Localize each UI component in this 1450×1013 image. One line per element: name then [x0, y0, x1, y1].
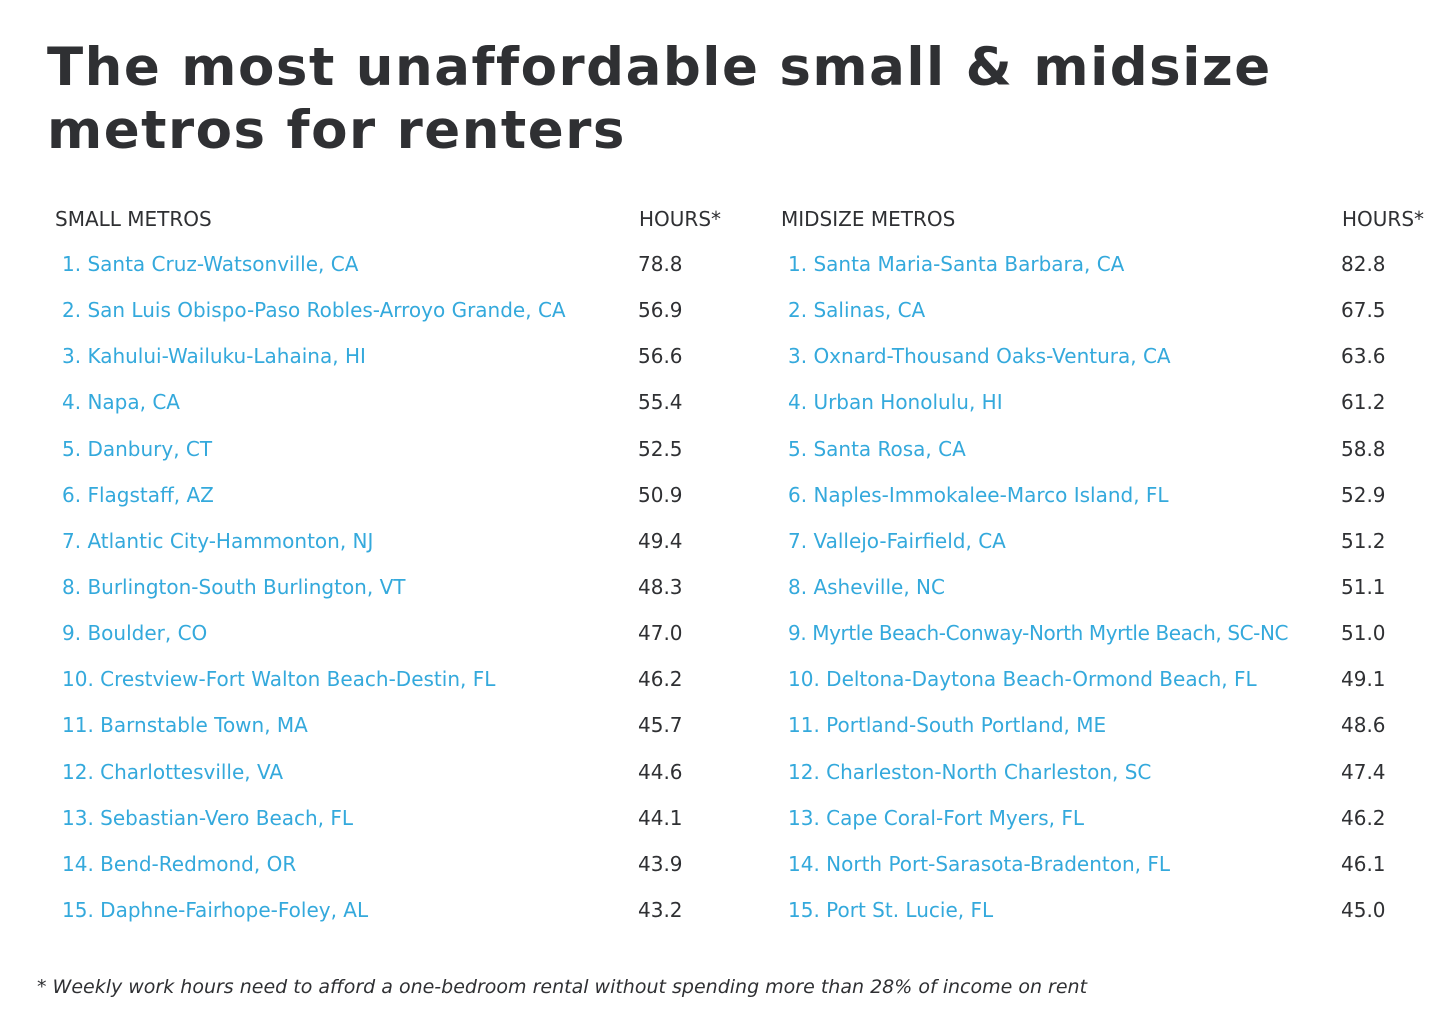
hours-value: 55.4: [638, 390, 683, 415]
table-row: 1. Santa Cruz-Watsonville, CA 78.8: [62, 241, 702, 287]
hours-value: 67.5: [1341, 298, 1386, 323]
metro-link[interactable]: 8. Asheville, NC: [788, 574, 945, 599]
metro-link[interactable]: 7. Vallejo-Fairfield, CA: [788, 528, 1006, 553]
small-hours-header: HOURS*: [639, 207, 722, 231]
metro-link[interactable]: 14. North Port-Sarasota-Bradenton, FL: [788, 851, 1171, 876]
table-row: 3. Kahului-Wailuku-Lahaina, HI 56.6: [62, 333, 702, 379]
hours-value: 48.3: [638, 574, 683, 599]
metro-link[interactable]: 3. Kahului-Wailuku-Lahaina, HI: [62, 344, 366, 369]
hours-value: 51.0: [1341, 621, 1386, 646]
metro-link[interactable]: 3. Oxnard-Thousand Oaks-Ventura, CA: [788, 344, 1171, 369]
table-row: 2. San Luis Obispo-Paso Robles-Arroyo Gr…: [62, 287, 702, 333]
metro-link[interactable]: 6. Naples-Immokalee-Marco Island, FL: [788, 482, 1169, 507]
table-row: 8. Burlington-South Burlington, VT 48.3: [62, 564, 702, 610]
hours-value: 44.6: [638, 759, 683, 784]
hours-value: 48.6: [1341, 713, 1386, 738]
hours-value: 43.2: [638, 897, 683, 922]
hours-value: 51.1: [1341, 574, 1386, 599]
table-row: 4. Napa, CA 55.4: [62, 379, 702, 425]
table-row: 15. Port St. Lucie, FL 45.0: [788, 887, 1408, 933]
table-row: 3. Oxnard-Thousand Oaks-Ventura, CA 63.6: [788, 333, 1408, 379]
hours-value: 46.2: [638, 667, 683, 692]
table-row: 14. North Port-Sarasota-Bradenton, FL 46.…: [788, 841, 1408, 887]
hours-value: 58.8: [1341, 436, 1386, 461]
table-row: 2. Salinas, CA 67.5: [788, 287, 1408, 333]
hours-value: 52.5: [638, 436, 683, 461]
metro-link[interactable]: 4. Urban Honolulu, HI: [788, 390, 1003, 415]
metro-link[interactable]: 9. Myrtle Beach-Conway-North Myrtle Beac…: [788, 621, 1289, 646]
table-row: 9. Boulder, CO 47.0: [62, 610, 702, 656]
metro-link[interactable]: 12. Charlottesville, VA: [62, 759, 284, 784]
table-row: 10. Crestview-Fort Walton Beach-Destin, …: [62, 656, 702, 702]
page-title: The most unaffordable small & midsize me…: [47, 37, 1272, 161]
metro-link[interactable]: 12. Charleston-North Charleston, SC: [788, 759, 1152, 784]
metro-link[interactable]: 7. Atlantic City-Hammonton, NJ: [62, 528, 374, 553]
hours-value: 82.8: [1341, 252, 1386, 276]
midsize-metros-header: MIDSIZE METROS: [781, 207, 956, 231]
table-row: 12. Charlottesville, VA 44.6: [62, 749, 702, 795]
metro-link[interactable]: 6. Flagstaff, AZ: [62, 482, 214, 507]
table-row: 6. Flagstaff, AZ 50.9: [62, 472, 702, 518]
hours-value: 51.2: [1341, 528, 1386, 553]
metro-link[interactable]: 5. Santa Rosa, CA: [788, 436, 966, 461]
hours-value: 49.4: [638, 528, 683, 553]
table-row: 8. Asheville, NC 51.1: [788, 564, 1408, 610]
metro-link[interactable]: 5. Danbury, CT: [62, 436, 213, 461]
hours-value: 52.9: [1341, 482, 1386, 507]
metro-link[interactable]: 1. Santa Maria-Santa Barbara, CA: [788, 252, 1125, 276]
midsize-hours-header: HOURS*: [1342, 207, 1425, 231]
metro-link[interactable]: 15. Port St. Lucie, FL: [788, 897, 994, 922]
metro-link[interactable]: 11. Portland-South Portland, ME: [788, 713, 1107, 738]
hours-value: 61.2: [1341, 390, 1386, 415]
hours-value: 45.7: [638, 713, 683, 738]
table-row: 11. Portland-South Portland, ME 48.6: [788, 702, 1408, 748]
metro-link[interactable]: 1. Santa Cruz-Watsonville, CA: [62, 252, 359, 276]
metro-link[interactable]: 2. San Luis Obispo-Paso Robles-Arroyo Gr…: [62, 298, 566, 323]
table-row: 5. Danbury, CT 52.5: [62, 426, 702, 472]
hours-value: 47.4: [1341, 759, 1386, 784]
hours-value: 45.0: [1341, 897, 1386, 922]
metro-link[interactable]: 10. Deltona-Daytona Beach-Ormond Beach, …: [788, 667, 1257, 692]
hours-value: 63.6: [1341, 344, 1386, 369]
hours-value: 46.1: [1341, 851, 1386, 876]
table-row: 15. Daphne-Fairhope-Foley, AL 43.2: [62, 887, 702, 933]
midsize-metros-list: 1. Santa Maria-Santa Barbara, CA 82.8 2. …: [788, 241, 1408, 933]
small-metros-list: 1. Santa Cruz-Watsonville, CA 78.8 2. San…: [62, 241, 702, 933]
small-metros-header: SMALL METROS: [55, 207, 212, 231]
hours-value: 50.9: [638, 482, 683, 507]
footnote: * Weekly work hours need to afford a one…: [37, 976, 1088, 998]
metro-link[interactable]: 2. Salinas, CA: [788, 298, 926, 323]
metro-link[interactable]: 13. Cape Coral-Fort Myers, FL: [788, 805, 1085, 830]
hours-value: 56.6: [638, 344, 683, 369]
hours-value: 46.2: [1341, 805, 1386, 830]
metro-link[interactable]: 13. Sebastian-Vero Beach, FL: [62, 805, 354, 830]
metro-link[interactable]: 9. Boulder, CO: [62, 621, 208, 646]
table-row: 14. Bend-Redmond, OR 43.9: [62, 841, 702, 887]
table-row: 13. Cape Coral-Fort Myers, FL 46.2: [788, 795, 1408, 841]
metro-link[interactable]: 4. Napa, CA: [62, 390, 180, 415]
table-row: 6. Naples-Immokalee-Marco Island, FL 52.9: [788, 472, 1408, 518]
hours-value: 78.8: [638, 252, 683, 276]
table-row: 9. Myrtle Beach-Conway-North Myrtle Beac…: [788, 610, 1408, 656]
hours-value: 49.1: [1341, 667, 1386, 692]
table-row: 5. Santa Rosa, CA 58.8: [788, 426, 1408, 472]
metro-link[interactable]: 11. Barnstable Town, MA: [62, 713, 308, 738]
metro-link[interactable]: 10. Crestview-Fort Walton Beach-Destin, …: [62, 667, 496, 692]
metro-link[interactable]: 14. Bend-Redmond, OR: [62, 851, 297, 876]
table-row: 11. Barnstable Town, MA 45.7: [62, 702, 702, 748]
table-row: 4. Urban Honolulu, HI 61.2: [788, 379, 1408, 425]
table-row: 10. Deltona-Daytona Beach-Ormond Beach, …: [788, 656, 1408, 702]
table-row: 13. Sebastian-Vero Beach, FL 44.1: [62, 795, 702, 841]
hours-value: 47.0: [638, 621, 683, 646]
table-row: 1. Santa Maria-Santa Barbara, CA 82.8: [788, 241, 1408, 287]
hours-value: 56.9: [638, 298, 683, 323]
table-row: 7. Atlantic City-Hammonton, NJ 49.4: [62, 518, 702, 564]
metro-link[interactable]: 15. Daphne-Fairhope-Foley, AL: [62, 897, 369, 922]
metro-link[interactable]: 8. Burlington-South Burlington, VT: [62, 574, 406, 599]
hours-value: 44.1: [638, 805, 683, 830]
table-row: 12. Charleston-North Charleston, SC 47.4: [788, 749, 1408, 795]
table-row: 7. Vallejo-Fairfield, CA 51.2: [788, 518, 1408, 564]
hours-value: 43.9: [638, 851, 683, 876]
